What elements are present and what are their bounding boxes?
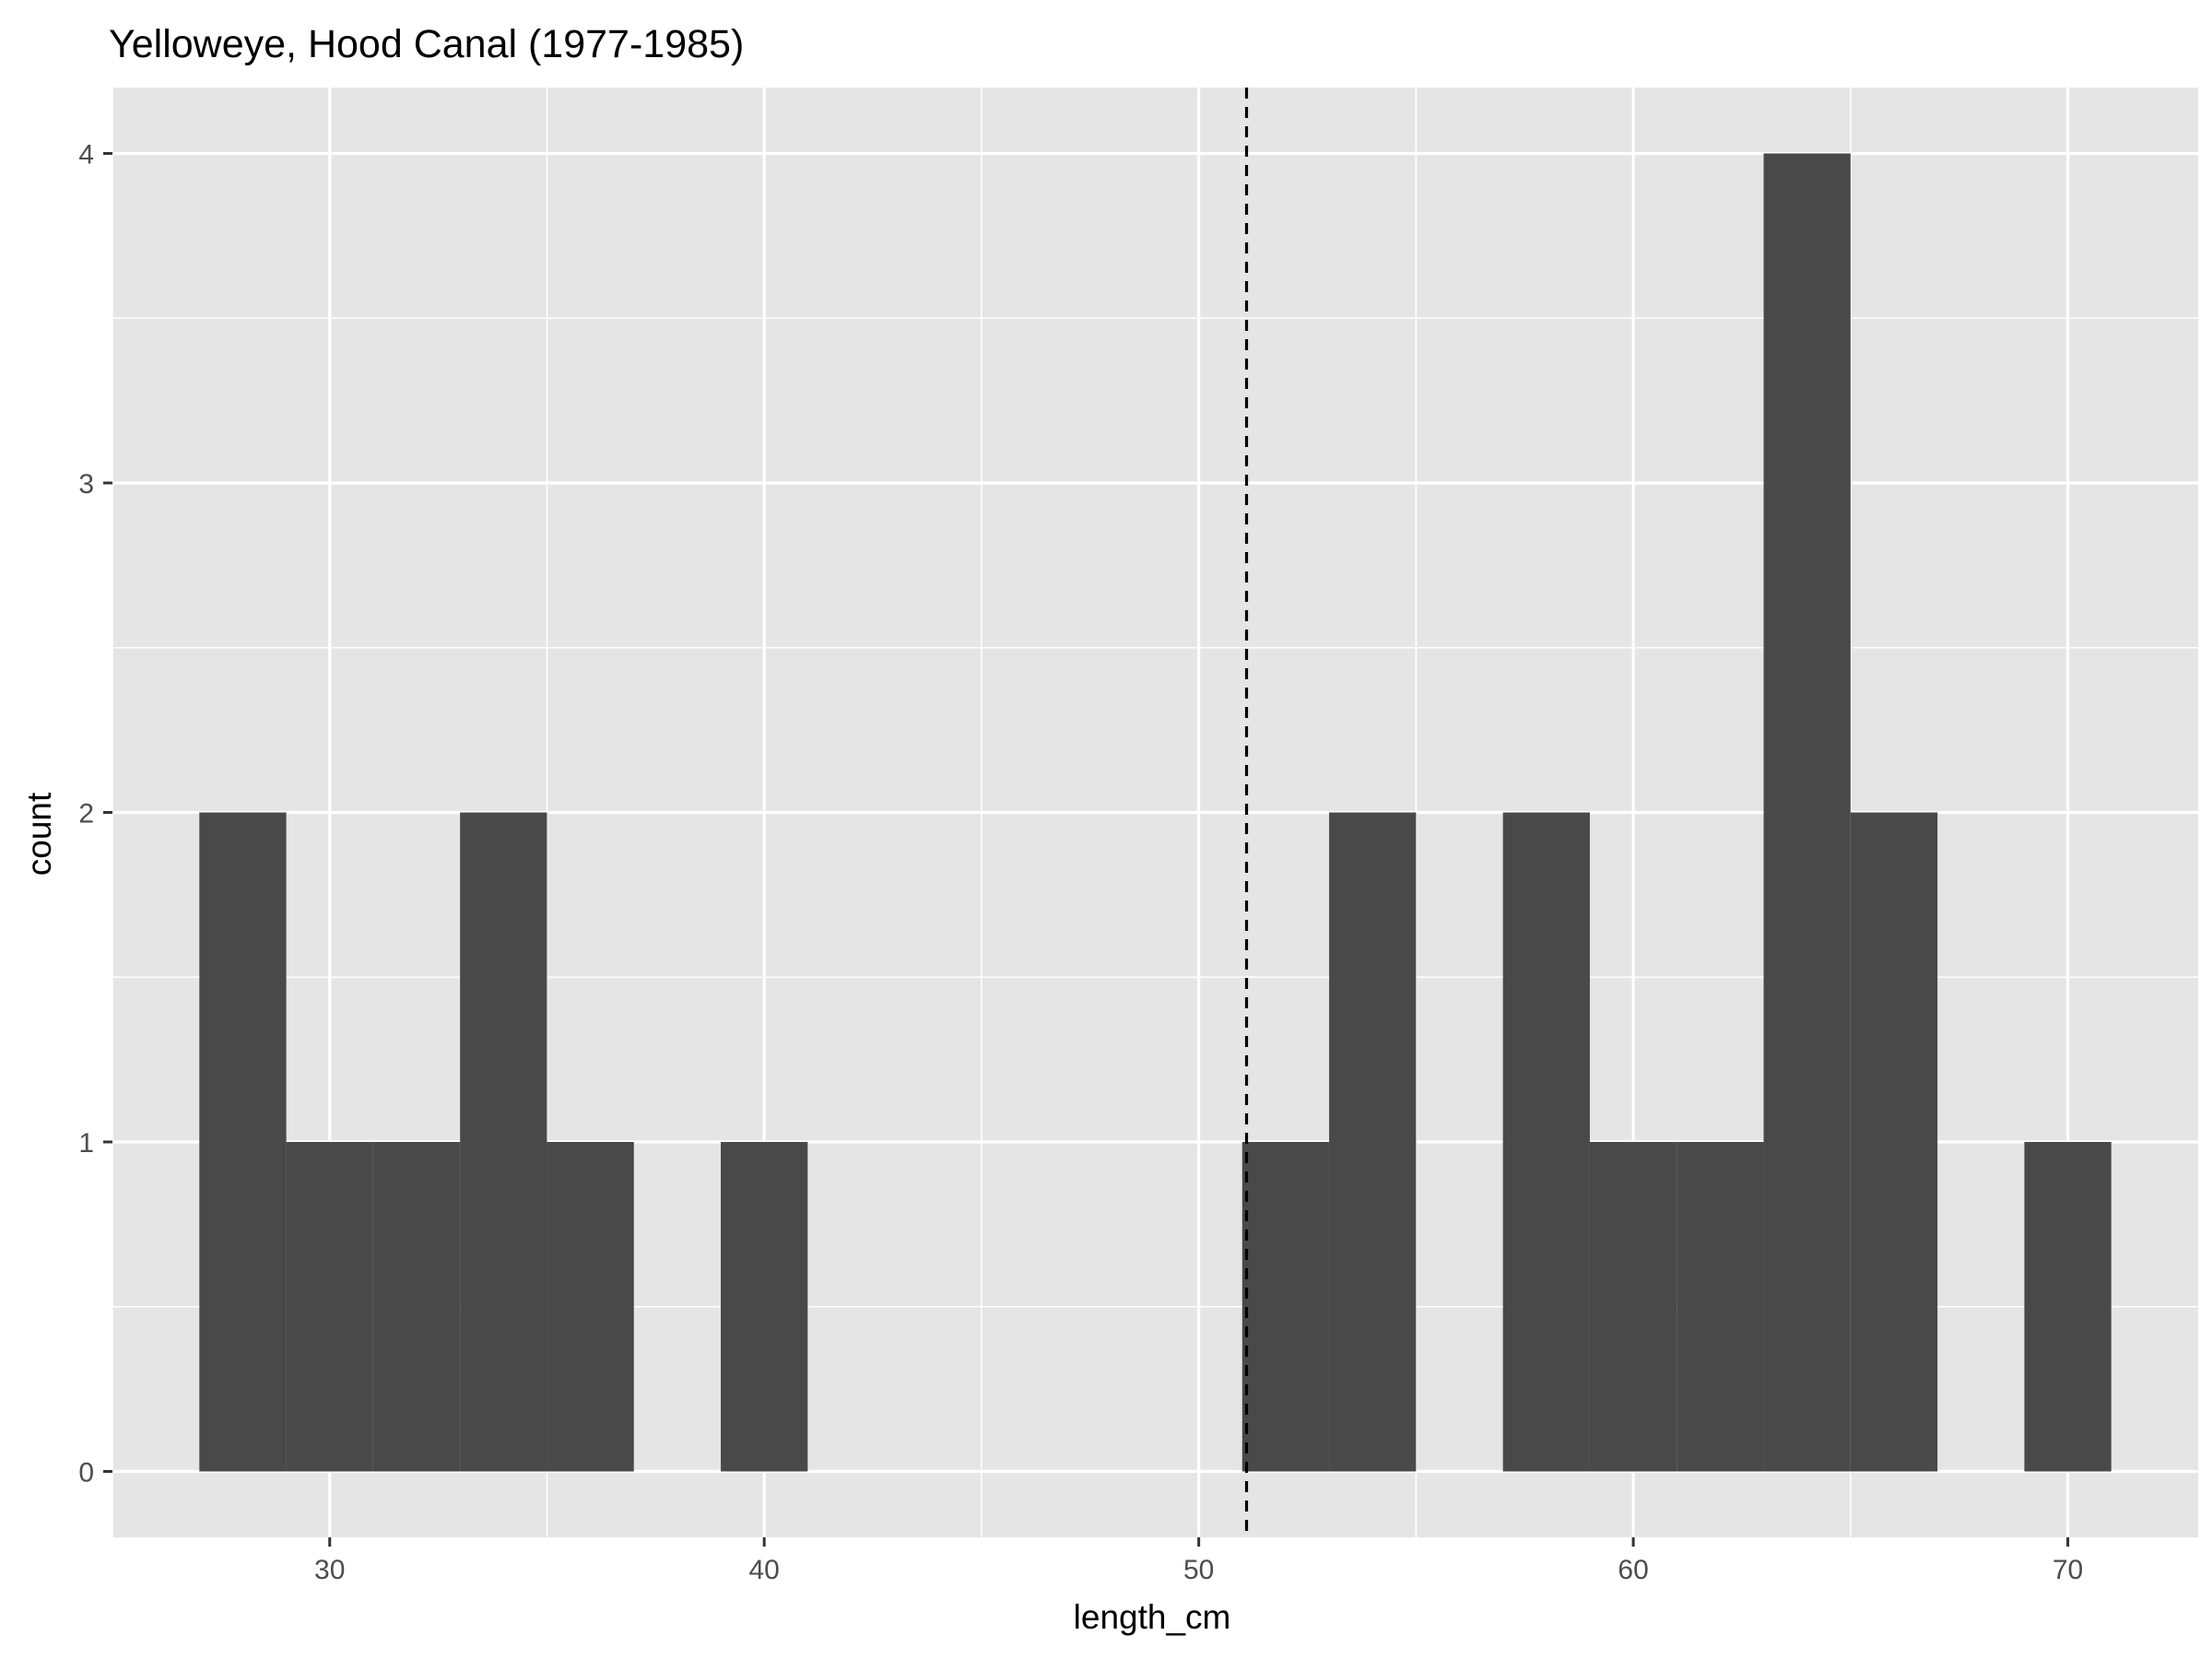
x-tick-label: 70: [2053, 1555, 2083, 1585]
histogram-bars: [199, 153, 2112, 1472]
histogram-bar: [1589, 1142, 1677, 1472]
x-axis: 30 40 50 60 70: [314, 1537, 2083, 1585]
chart-title: Yelloweye, Hood Canal (1977-1985): [109, 22, 744, 66]
x-tick-label: 50: [1183, 1555, 1214, 1585]
histogram-bar: [372, 1142, 461, 1472]
histogram-bar: [1329, 812, 1417, 1472]
histogram-bar: [1502, 812, 1590, 1472]
histogram-bar: [1850, 812, 1938, 1472]
y-tick-label: 3: [78, 469, 94, 500]
histogram-bar: [1677, 1142, 1764, 1472]
x-tick-label: 30: [314, 1555, 345, 1585]
y-axis: 0 1 2 3 4: [78, 140, 112, 1488]
histogram-bar: [2024, 1142, 2112, 1472]
y-tick-label: 1: [78, 1128, 94, 1159]
histogram-bar: [286, 1142, 373, 1472]
histogram-bar: [721, 1142, 808, 1472]
x-axis-label: length_cm: [1074, 1598, 1231, 1636]
y-tick-label: 0: [78, 1458, 94, 1488]
histogram-bar: [199, 812, 287, 1472]
histogram-bar: [460, 812, 547, 1472]
histogram-bar: [1763, 153, 1851, 1472]
y-axis-label: count: [20, 792, 58, 876]
histogram-bar: [1241, 1142, 1330, 1472]
y-tick-label: 4: [78, 140, 94, 171]
x-tick-label: 60: [1618, 1555, 1648, 1585]
x-tick-label: 40: [749, 1555, 780, 1585]
y-tick-label: 2: [78, 799, 94, 830]
histogram-bar: [547, 1142, 634, 1472]
